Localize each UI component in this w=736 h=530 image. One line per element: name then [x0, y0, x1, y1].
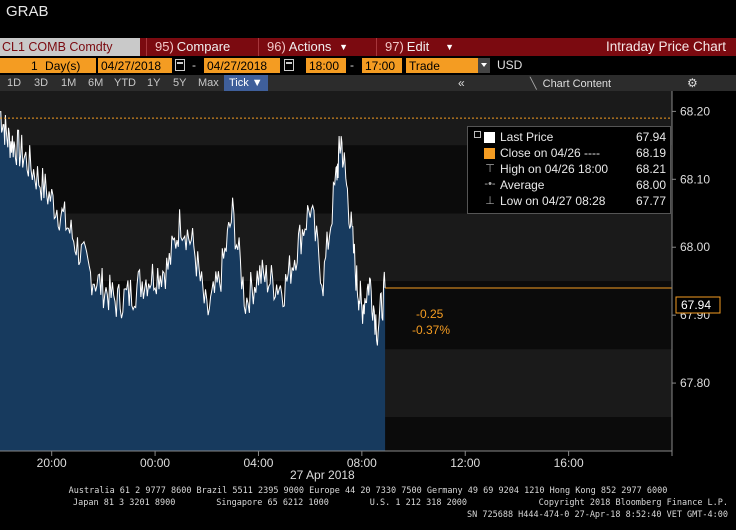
- compare-button[interactable]: 95) Compare: [146, 38, 242, 56]
- date-separator: -: [192, 58, 196, 72]
- chart-content-button[interactable]: ╲ Chart Content: [530, 75, 611, 91]
- average-marker-icon: -•-: [484, 178, 496, 190]
- actions-label: Actions: [288, 39, 332, 54]
- range-ytd[interactable]: YTD: [114, 77, 136, 89]
- legend-value: 67.94: [635, 130, 666, 144]
- y-tick-label: 68.00: [680, 240, 710, 254]
- x-tick-label: 08:00: [347, 456, 377, 470]
- field-select[interactable]: Trade: [406, 58, 478, 73]
- x-tick-label: 16:00: [554, 456, 584, 470]
- last-price-tag: 67.94: [681, 298, 711, 312]
- field-dropdown-icon[interactable]: [478, 58, 490, 73]
- x-tick-label: 12:00: [450, 456, 480, 470]
- x-tick-label: 20:00: [37, 456, 67, 470]
- change-label: -0.25: [416, 307, 444, 321]
- legend-last-price[interactable]: Last Price 67.94: [468, 129, 672, 145]
- legend-high[interactable]: ⊤ High on 04/26 18:00 68.21: [468, 161, 672, 177]
- white-swatch-icon: [484, 132, 495, 143]
- legend-label: Average: [500, 178, 545, 192]
- legend-value: 68.21: [635, 162, 666, 176]
- period-field[interactable]: 1 Day(s): [0, 58, 96, 73]
- legend-value: 68.19: [635, 146, 666, 160]
- legend-panel: Last Price 67.94 Close on 04/26 ---- 68.…: [467, 126, 671, 214]
- orange-swatch-icon: [484, 148, 495, 159]
- range-3d[interactable]: 3D: [34, 77, 49, 89]
- x-tick-label: 00:00: [140, 456, 170, 470]
- range-5y[interactable]: 5Y: [173, 77, 187, 89]
- chart-content-icon: ╲: [530, 78, 537, 90]
- actions-button[interactable]: 96) Actions ▼: [258, 38, 354, 56]
- date-label: 27 Apr 2018: [290, 468, 355, 482]
- legend-value: 67.77: [635, 194, 666, 208]
- parameter-row: 1 Day(s) 04/27/2018 - 04/27/2018 18:00 -…: [0, 57, 736, 74]
- price-area: [0, 111, 386, 451]
- start-time-input[interactable]: 18:00: [306, 58, 346, 73]
- compare-label: Compare: [176, 39, 231, 54]
- low-marker-icon: ⊥: [485, 195, 495, 207]
- range-1m[interactable]: 1M: [61, 77, 77, 89]
- session-info: SN 725688 H444-474-0 27-Apr-18 8:52:40 V…: [467, 510, 728, 520]
- period-unit: Day(s): [45, 59, 81, 73]
- command-toolbar: CL1 COMB Comdty 95) Compare 96) Actions ▼ …: [0, 38, 736, 56]
- range-bar: 1D 3D 1M 6M YTD 1Y 5Y Max Tick ▼ « ╲ Char…: [0, 75, 736, 91]
- calendar-icon[interactable]: [175, 59, 185, 71]
- window-title: GRAB: [6, 3, 49, 20]
- contact-line-2: Japan 81 3 3201 8900 Singapore 65 6212 1…: [73, 498, 729, 508]
- chevron-down-icon: ▼: [445, 42, 454, 52]
- edit-num: 97): [385, 39, 404, 54]
- legend-average[interactable]: -•- Average 68.00: [468, 177, 672, 193]
- chart-type-title: Intraday Price Chart: [605, 39, 726, 54]
- edit-button[interactable]: 97) Edit ▼: [376, 38, 460, 56]
- collapse-left-icon[interactable]: «: [458, 76, 465, 90]
- ticker-field[interactable]: CL1 COMB Comdty: [0, 38, 140, 56]
- legend-close[interactable]: Close on 04/26 ---- 68.19: [468, 145, 672, 161]
- legend-label: High on 04/26 18:00: [500, 162, 609, 176]
- y-tick-label: 68.20: [680, 104, 710, 118]
- legend-close-icon[interactable]: [474, 131, 481, 138]
- end-date-input[interactable]: 04/27/2018: [204, 58, 280, 73]
- high-marker-icon: ⊤: [485, 163, 495, 175]
- legend-value: 68.00: [635, 178, 666, 192]
- price-line: [0, 110, 386, 346]
- tick-selector[interactable]: Tick ▼: [224, 75, 268, 91]
- y-tick-label: 68.10: [680, 172, 710, 186]
- legend-label: Low on 04/27 08:28: [500, 194, 606, 208]
- range-1y[interactable]: 1Y: [147, 77, 161, 89]
- start-date-input[interactable]: 04/27/2018: [98, 58, 172, 73]
- legend-label: Close on 04/26 ----: [500, 146, 601, 160]
- y-tick-label: 67.80: [680, 376, 710, 390]
- legend-low[interactable]: ⊥ Low on 04/27 08:28 67.77: [468, 193, 672, 209]
- actions-num: 96): [267, 39, 286, 54]
- chart-content-label: Chart Content: [542, 78, 612, 90]
- gear-icon[interactable]: ⚙: [687, 76, 698, 90]
- time-separator: -: [350, 58, 354, 72]
- period-value: 1: [31, 59, 38, 73]
- range-1d[interactable]: 1D: [7, 77, 22, 89]
- chevron-down-icon: ▼: [339, 42, 348, 52]
- price-chart: 67.80 67.90 68.00 68.10 68.20 20:00 00:00 04:0…: [0, 91, 736, 486]
- x-tick-label: 04:00: [243, 456, 273, 470]
- last-price-tag-bg: [675, 296, 721, 314]
- end-time-input[interactable]: 17:00: [362, 58, 402, 73]
- range-6m[interactable]: 6M: [88, 77, 104, 89]
- change-pct-label: -0.37%: [412, 323, 450, 337]
- calendar-icon[interactable]: [284, 59, 294, 71]
- contact-line: Australia 61 2 9777 8600 Brazil 5511 239…: [68, 486, 668, 496]
- compare-num: 95): [155, 39, 174, 54]
- currency-label: USD: [497, 58, 523, 72]
- edit-label: Edit: [406, 39, 430, 54]
- range-max[interactable]: Max: [198, 77, 219, 89]
- legend-label: Last Price: [500, 130, 554, 144]
